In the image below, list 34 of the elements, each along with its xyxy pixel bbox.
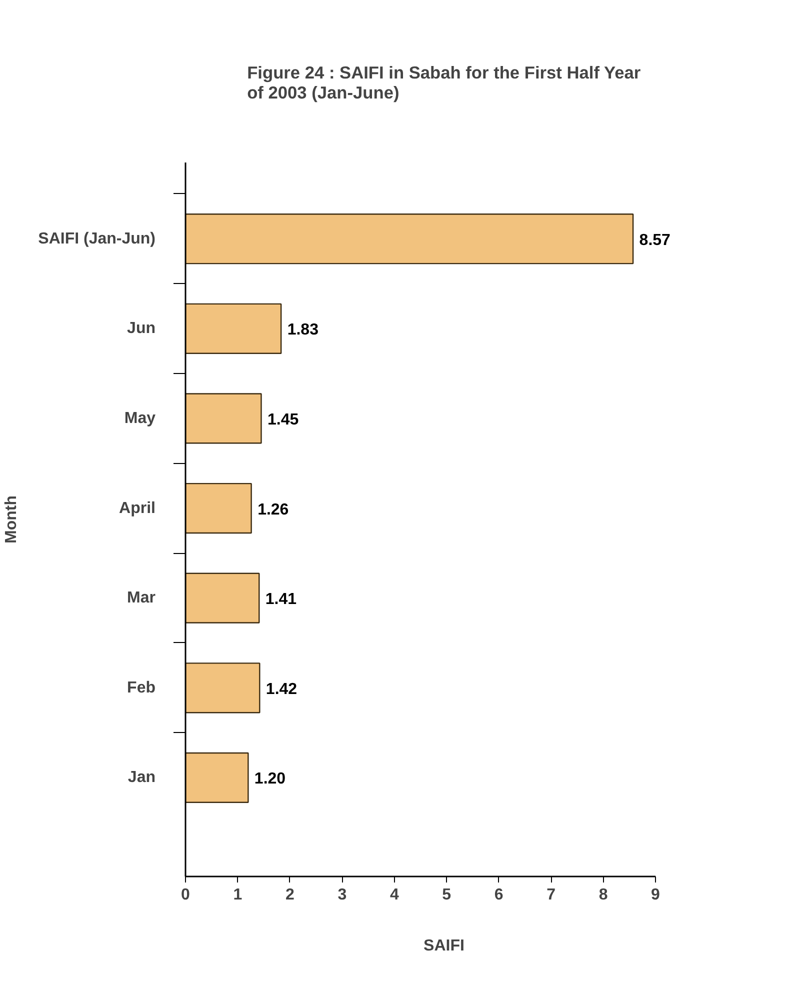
x-tick-label: 3 xyxy=(338,886,347,904)
chart-title: Figure 24 : SAIFI in Sabah for the First Half Year of 2003 (Jan-June) xyxy=(247,62,641,102)
y-tick-label: SAIFI (Jan-Jun) xyxy=(38,230,156,248)
y-tick-label: April xyxy=(119,500,156,517)
y-tick-label: Mar xyxy=(127,590,156,607)
y-tick-label: Feb xyxy=(127,679,156,696)
x-tick-label: 6 xyxy=(494,886,504,904)
bar xyxy=(186,303,282,354)
x-tick-label: 8 xyxy=(598,886,608,904)
x-tick-label: 9 xyxy=(651,886,660,904)
x-axis-title: SAIFI xyxy=(424,938,464,954)
bar xyxy=(186,393,262,444)
data-label: 8.57 xyxy=(639,232,671,249)
data-label: 1.83 xyxy=(287,322,319,339)
bar xyxy=(186,482,252,534)
y-tick-label: Jan xyxy=(128,769,156,786)
data-label: 1.42 xyxy=(266,680,298,698)
x-tick-label: 5 xyxy=(442,886,452,904)
data-label: 1.45 xyxy=(267,411,299,428)
x-tick-label: 0 xyxy=(181,886,190,904)
x-tick-label: 2 xyxy=(285,886,294,904)
data-label: 1.20 xyxy=(254,770,286,788)
data-label: 1.41 xyxy=(265,591,297,608)
bar xyxy=(186,214,634,264)
x-tick-label: 1 xyxy=(233,886,242,904)
x-tick-label: 7 xyxy=(546,886,556,904)
y-tick-label: May xyxy=(124,410,156,427)
bar xyxy=(186,662,260,714)
bar xyxy=(186,572,260,624)
y-tick-label: Jun xyxy=(127,320,156,338)
y-axis-title: Month xyxy=(3,496,20,544)
data-label: 1.26 xyxy=(258,501,289,518)
x-tick-label: 4 xyxy=(390,886,399,904)
bar xyxy=(186,752,249,804)
